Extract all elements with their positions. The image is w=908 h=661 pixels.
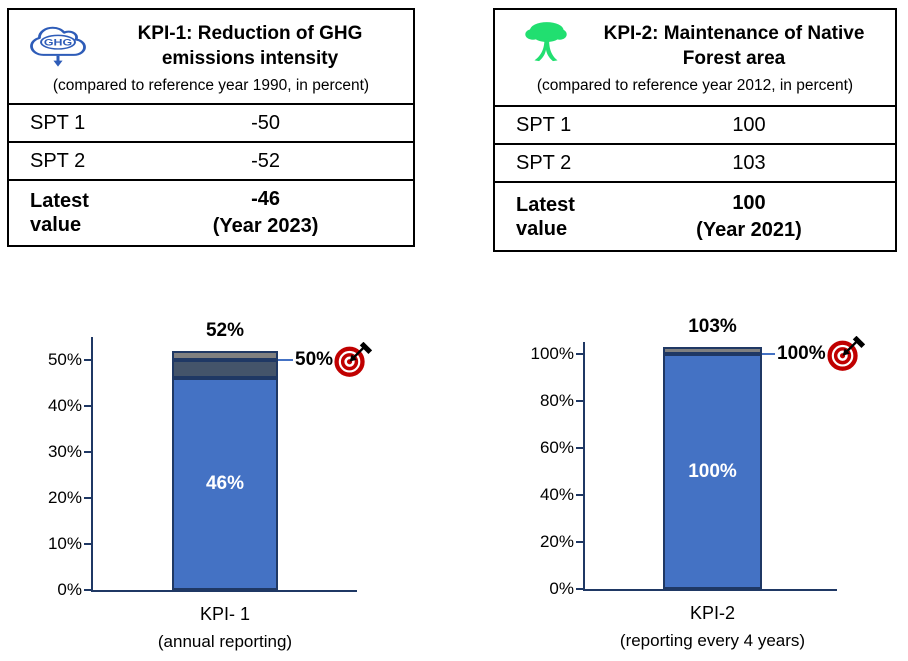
kpi1-subtitle: (compared to reference year 1990, in per… [52, 77, 370, 95]
spt1-value: -50 [251, 111, 280, 134]
kpi2-chart: 103% 100% KPI-2 (reporting every 4 years… [460, 300, 908, 661]
y-tick-label: 30% [47, 442, 82, 461]
bar-segment [172, 360, 278, 379]
target-icon [827, 336, 865, 371]
bar-segment-label: 100% [688, 460, 737, 482]
kpi2-spt2-row: SPT 2 103 [495, 145, 895, 183]
y-tick-mark [84, 589, 91, 591]
x-axis-line [583, 589, 837, 591]
y-tick-label: 10% [47, 534, 82, 553]
y-tick-label: 20% [47, 488, 82, 507]
category-label: KPI-2 [689, 603, 736, 623]
latest-value: -46 (Year 2023) [212, 188, 319, 237]
stack-total-label: 103% [688, 315, 737, 337]
y-tick-label: 80% [539, 391, 574, 410]
ghg-cloud-icon: GHG [29, 24, 87, 75]
kpi1-spt1-row: SPT 1 -50 [9, 105, 413, 143]
latest-label: Latest value [516, 193, 575, 240]
y-tick-label: 50% [47, 350, 82, 369]
y-tick-mark [576, 447, 583, 449]
category-label: KPI- 1 [199, 604, 251, 624]
y-tick-mark [576, 353, 583, 355]
spt2-value: 103 [732, 151, 766, 174]
bar-segment-label: 46% [205, 473, 245, 495]
y-tick-label: 0% [57, 580, 82, 599]
spt2-label: SPT 2 [516, 152, 572, 174]
kpi1-table-header: GHG KPI-1: Reduction of GHG emissions in… [9, 10, 413, 105]
target-icon [334, 342, 373, 377]
kpi1-spt2-row: SPT 2 -52 [9, 143, 413, 181]
target-callout: 100% [762, 335, 865, 373]
spt2-value: -52 [251, 149, 280, 172]
category-note: (reporting every 4 years) [619, 631, 806, 650]
y-axis-line [583, 342, 585, 591]
y-tick-mark [576, 588, 583, 590]
y-tick-mark [84, 543, 91, 545]
spt2-label: SPT 2 [30, 150, 86, 172]
bar-segment [172, 350, 278, 360]
bar-segment [172, 378, 278, 590]
y-tick-label: 100% [530, 344, 574, 363]
latest-label: Latest value [30, 190, 89, 236]
y-tick-mark [576, 494, 583, 496]
kpi1-table: GHG KPI-1: Reduction of GHG emissions in… [7, 8, 415, 247]
y-axis-line [91, 337, 93, 592]
kpi2-latest-row: Latest value 100 (Year 2021) [495, 183, 895, 250]
y-tick-label: 40% [47, 396, 82, 415]
kpi2-subtitle: (compared to reference year 2012, in per… [536, 77, 854, 95]
kpi1-title: KPI-1: Reduction of GHG emissions intens… [137, 23, 363, 69]
leader-line [278, 359, 293, 361]
kpi1-chart: 52% 50% KPI- 1 (annual reporting) 0% 10% 2… [0, 300, 454, 661]
spt1-label: SPT 1 [30, 112, 86, 134]
y-tick-mark [84, 497, 91, 499]
tree-icon [523, 20, 569, 69]
y-tick-mark [84, 359, 91, 361]
x-axis-line [91, 590, 357, 592]
kpi2-table-header: KPI-2: Maintenance of Native Forest area… [495, 10, 895, 107]
target-value-label: 50% [295, 349, 334, 370]
kpi1-latest-row: Latest value -46 (Year 2023) [9, 181, 413, 245]
spt1-value: 100 [732, 113, 766, 136]
svg-text:GHG: GHG [44, 38, 72, 48]
y-tick-mark [576, 541, 583, 543]
y-tick-mark [576, 400, 583, 402]
target-value-label: 100% [777, 343, 826, 364]
y-tick-mark [84, 451, 91, 453]
kpi2-spt1-row: SPT 1 100 [495, 107, 895, 145]
kpi2-title: KPI-2: Maintenance of Native Forest area [603, 23, 865, 69]
y-tick-label: 20% [539, 532, 574, 551]
bar-segment [663, 346, 762, 354]
stack-total-label: 52% [205, 319, 245, 341]
leader-line [762, 353, 775, 355]
category-note: (annual reporting) [157, 632, 293, 651]
y-tick-label: 0% [549, 579, 574, 598]
y-tick-label: 60% [539, 438, 574, 457]
kpi2-table: KPI-2: Maintenance of Native Forest area… [493, 8, 897, 252]
spt1-label: SPT 1 [516, 114, 572, 136]
bar-segment [663, 354, 762, 589]
target-callout: 50% [278, 341, 373, 379]
y-tick-mark [84, 405, 91, 407]
y-tick-label: 40% [539, 485, 574, 504]
latest-value: 100 (Year 2021) [696, 191, 802, 241]
